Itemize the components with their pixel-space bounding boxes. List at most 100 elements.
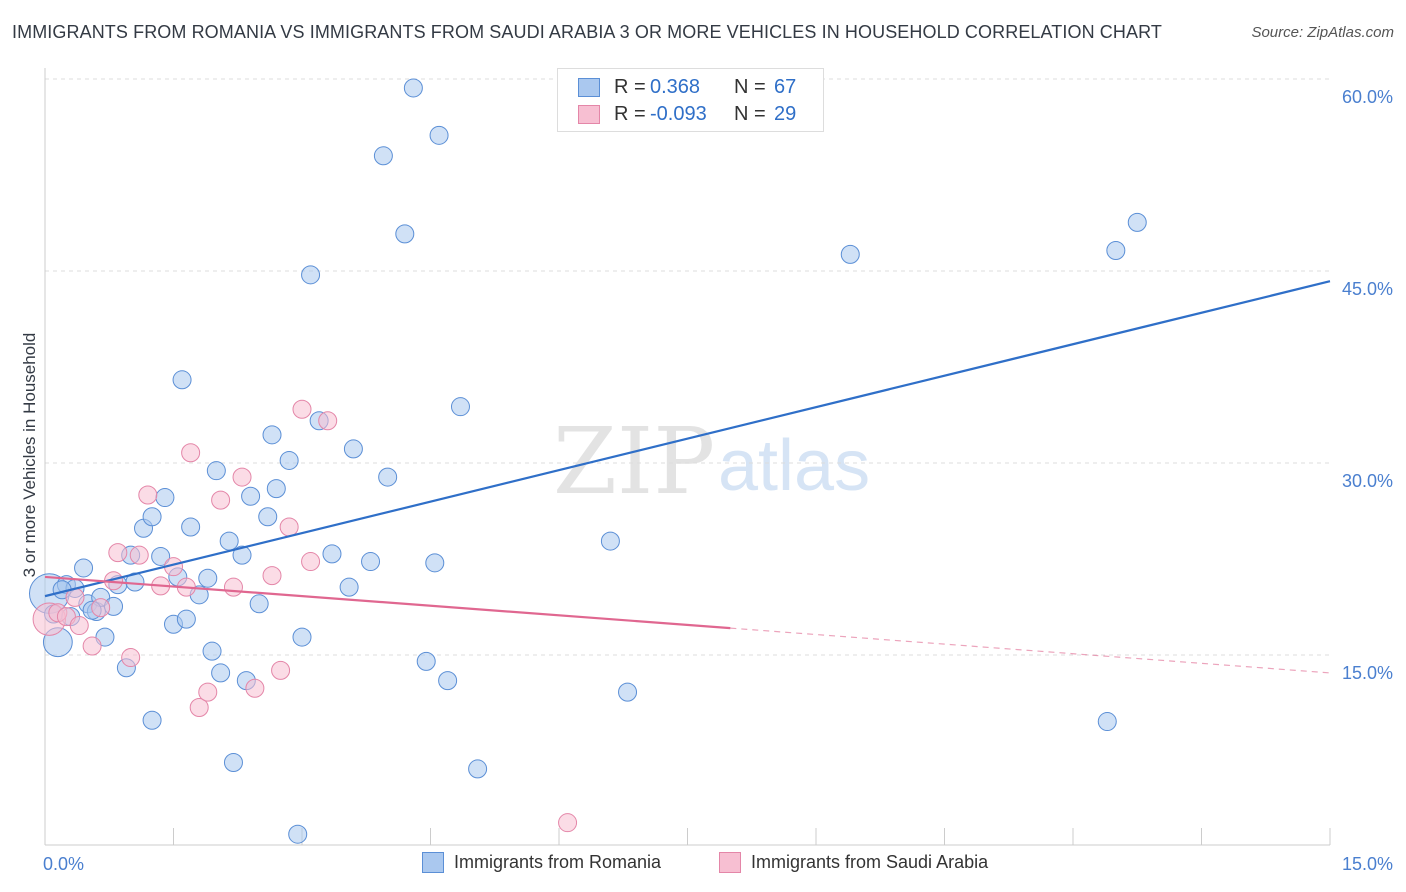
saudi-arabia-point <box>279 517 299 537</box>
romania-point <box>202 641 222 661</box>
saudi-arabia-point <box>138 485 158 505</box>
saudi-arabia-point <box>232 467 252 487</box>
watermark-zip: ZIP <box>553 408 715 515</box>
romania-point <box>279 450 299 470</box>
saudi-arabia-trend-extension <box>730 627 1331 674</box>
grid-lines <box>45 78 1330 656</box>
romania-point <box>438 671 458 691</box>
series-swatch-romania <box>422 852 444 873</box>
romania-point <box>241 486 261 506</box>
romania-point <box>249 594 269 614</box>
saudi-arabia-point <box>301 552 321 572</box>
romania-point <box>181 517 201 537</box>
legend-r-label: R = <box>614 102 646 125</box>
romania-point <box>142 710 162 730</box>
romania-point <box>155 488 175 508</box>
saudi-arabia-point <box>121 648 141 668</box>
romania-point <box>339 577 359 597</box>
legend-swatch-romania <box>578 77 600 97</box>
romania-point <box>198 568 218 588</box>
legend-swatch-saudi-arabia <box>578 104 600 124</box>
legend-n-value: 29 <box>774 102 797 125</box>
romania-point <box>1097 712 1117 732</box>
data-points <box>28 78 1147 844</box>
saudi-arabia-point <box>129 545 149 565</box>
romania-point <box>219 531 239 551</box>
source-credit: Source: ZipAtlas.com <box>1251 24 1394 41</box>
romania-point <box>395 224 415 244</box>
romania-point <box>322 544 342 564</box>
x-tick-label: 0.0% <box>43 854 84 874</box>
y-tick-label: 15.0% <box>1342 663 1393 683</box>
saudi-arabia-point <box>108 543 128 563</box>
romania-point <box>425 553 445 573</box>
romania-point <box>223 753 243 773</box>
series-legend-romania: Immigrants from Romania <box>422 852 661 873</box>
romania-point <box>600 531 620 551</box>
romania-point <box>450 397 470 417</box>
x-tick-label: 15.0% <box>1342 854 1393 874</box>
axes <box>44 68 1331 846</box>
romania-point <box>373 146 393 166</box>
legend-n-label: N = <box>734 75 766 98</box>
romania-trend-line <box>44 280 1331 598</box>
romania-point <box>266 479 286 499</box>
saudi-arabia-point <box>271 660 291 680</box>
saudi-arabia-point <box>245 678 265 698</box>
correlation-legend: R = 0.368 N = 67 R = -0.093 N = 29 <box>557 68 824 132</box>
saudi-arabia-point <box>558 813 578 833</box>
saudi-arabia-point <box>69 616 89 636</box>
series-label-romania: Immigrants from Romania <box>454 852 662 872</box>
legend-row-romania: R = 0.368 N = 67 <box>578 74 796 100</box>
romania-point <box>142 507 162 527</box>
legend-row-saudi-arabia: R = -0.093 N = 29 <box>578 101 796 127</box>
saudi-arabia-point <box>292 399 312 419</box>
series-label-saudi-arabia: Immigrants from Saudi Arabia <box>751 852 989 872</box>
tick-labels: 15.0% 30.0% 45.0% 60.0% 0.0% 15.0% <box>43 87 1393 874</box>
watermark: ZIP atlas <box>553 408 870 515</box>
romania-point <box>416 651 436 671</box>
y-tick-label: 60.0% <box>1342 87 1393 107</box>
romania-point <box>151 546 171 566</box>
y-tick-label: 45.0% <box>1342 279 1393 299</box>
romania-point <box>262 425 282 445</box>
saudi-arabia-point <box>91 598 111 618</box>
saudi-arabia-point <box>223 577 243 597</box>
y-tick-label: 30.0% <box>1342 471 1393 491</box>
romania-point <box>343 439 363 459</box>
romania-point <box>292 627 312 647</box>
saudi-arabia-point <box>318 411 338 431</box>
romania-point <box>1106 241 1126 261</box>
legend-r-value: -0.093 <box>650 102 707 125</box>
legend-n-value: 67 <box>774 75 797 98</box>
romania-point <box>1127 212 1147 232</box>
romania-point <box>211 663 231 683</box>
series-legend-saudi-arabia: Immigrants from Saudi Arabia <box>719 852 988 873</box>
watermark-atlas: atlas <box>718 426 870 506</box>
romania-point <box>468 759 488 779</box>
romania-point <box>172 370 192 390</box>
romania-point <box>840 244 860 264</box>
romania-point <box>618 682 638 702</box>
legend-n-label: N = <box>734 102 766 125</box>
saudi-arabia-point <box>198 682 218 702</box>
romania-point <box>403 78 423 98</box>
chart-title: IMMIGRANTS FROM ROMANIA VS IMMIGRANTS FR… <box>12 22 1162 42</box>
romania-point <box>429 125 449 145</box>
romania-point <box>258 507 278 527</box>
saudi-arabia-point <box>189 697 209 717</box>
romania-point <box>288 824 308 844</box>
romania-point <box>232 545 252 565</box>
romania-point <box>378 467 398 487</box>
romania-point <box>74 558 94 578</box>
romania-point <box>361 552 381 572</box>
saudi-arabia-point <box>181 443 201 463</box>
saudi-arabia-point <box>82 636 102 656</box>
romania-point <box>206 461 226 481</box>
series-swatch-saudi-arabia <box>719 852 741 873</box>
legend-r-label: R = <box>614 75 646 98</box>
romania-point <box>176 609 196 629</box>
saudi-arabia-trend-line <box>44 575 731 630</box>
romania-point <box>301 265 321 285</box>
